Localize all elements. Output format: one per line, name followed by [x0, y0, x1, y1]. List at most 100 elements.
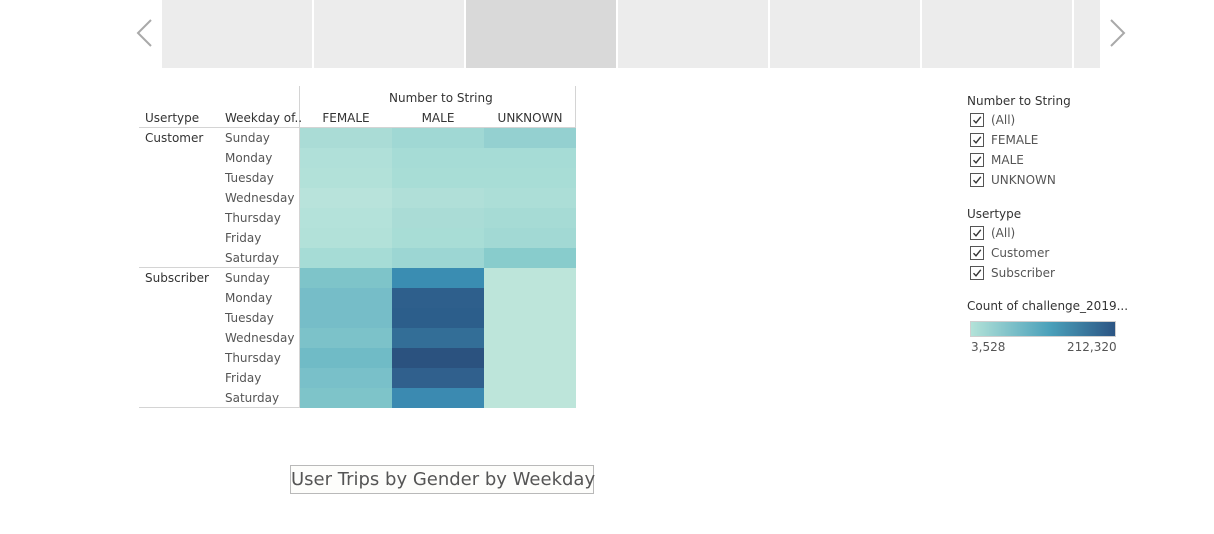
column-header-female[interactable]: FEMALE: [322, 111, 370, 125]
checkbox-checked-icon[interactable]: [970, 246, 984, 260]
weekday-label[interactable]: Saturday: [225, 251, 280, 265]
filter-option[interactable]: MALE: [970, 153, 1024, 167]
filter-option-label: MALE: [991, 153, 1024, 167]
heatmap-cell-female[interactable]: [300, 388, 392, 408]
heatmap-cell-female[interactable]: [300, 368, 392, 388]
weekday-label[interactable]: Thursday: [225, 351, 281, 365]
heatmap-cell-female[interactable]: [300, 268, 392, 288]
heatmap-cell-female[interactable]: [300, 248, 392, 268]
checkbox-checked-icon[interactable]: [970, 266, 984, 280]
heatmap-cell-male[interactable]: [392, 308, 484, 328]
heatmap-cell-unknown[interactable]: [484, 328, 576, 348]
heatmap-cell-male[interactable]: [392, 288, 484, 308]
filter-option-label: (All): [991, 113, 1016, 127]
heatmap-cell-male[interactable]: [392, 168, 484, 188]
heatmap-cell-female[interactable]: [300, 328, 392, 348]
weekday-label[interactable]: Tuesday: [225, 171, 274, 185]
heatmap-cell-female[interactable]: [300, 148, 392, 168]
heatmap-cell-female[interactable]: [300, 208, 392, 228]
checkbox-checked-icon[interactable]: [970, 113, 984, 127]
heatmap-cell-male[interactable]: [392, 188, 484, 208]
row-header-divider: [299, 86, 300, 408]
weekday-label[interactable]: Sunday: [225, 271, 270, 285]
story-point-thumbnail[interactable]: [618, 0, 768, 68]
heatmap-cell-unknown[interactable]: [484, 148, 576, 168]
story-point-thumbnail[interactable]: [922, 0, 1072, 68]
story-point-thumbnail[interactable]: [314, 0, 464, 68]
weekday-label[interactable]: Tuesday: [225, 311, 274, 325]
story-point-thumbnail[interactable]: [466, 0, 616, 68]
weekday-label[interactable]: Wednesday: [225, 331, 295, 345]
column-group-header: Number to String: [389, 91, 493, 105]
heatmap-cell-male[interactable]: [392, 128, 484, 148]
heatmap-cell-male[interactable]: [392, 268, 484, 288]
color-legend-max: 212,320: [1067, 340, 1117, 354]
heatmap-cell-unknown[interactable]: [484, 248, 576, 268]
filter-option[interactable]: UNKNOWN: [970, 173, 1056, 187]
heatmap-cell-male[interactable]: [392, 388, 484, 408]
filter-option[interactable]: FEMALE: [970, 133, 1038, 147]
header-divider: [139, 127, 576, 128]
filter-title-usertype: Usertype: [967, 207, 1022, 221]
filter-option[interactable]: (All): [970, 226, 1015, 240]
filter-option[interactable]: Subscriber: [970, 266, 1055, 280]
filter-option-label: Subscriber: [991, 266, 1055, 280]
checkbox-checked-icon[interactable]: [970, 133, 984, 147]
heatmap-cell-male[interactable]: [392, 328, 484, 348]
weekday-label[interactable]: Friday: [225, 371, 262, 385]
heatmap-cell-unknown[interactable]: [484, 268, 576, 288]
heatmap-cell-female[interactable]: [300, 128, 392, 148]
weekday-label[interactable]: Friday: [225, 231, 262, 245]
chevron-left-icon[interactable]: [130, 14, 160, 52]
heatmap-crosstab: Number to String Usertype Weekday of.. F…: [139, 86, 576, 408]
heatmap-cell-unknown[interactable]: [484, 168, 576, 188]
heatmap-cell-male[interactable]: [392, 148, 484, 168]
column-header-male[interactable]: MALE: [421, 111, 455, 125]
checkbox-checked-icon[interactable]: [970, 153, 984, 167]
heatmap-cell-unknown[interactable]: [484, 188, 576, 208]
heatmap-cell-unknown[interactable]: [484, 128, 576, 148]
filter-option-label: Customer: [991, 246, 1050, 260]
filter-option-label: UNKNOWN: [991, 173, 1056, 187]
checkbox-checked-icon[interactable]: [970, 226, 984, 240]
heatmap-cell-unknown[interactable]: [484, 228, 576, 248]
heatmap-cell-unknown[interactable]: [484, 348, 576, 368]
story-point-strip: [162, 0, 1100, 68]
heatmap-cell-unknown[interactable]: [484, 368, 576, 388]
weekday-label[interactable]: Wednesday: [225, 191, 295, 205]
weekday-label[interactable]: Sunday: [225, 131, 270, 145]
story-point-thumbnail[interactable]: [1074, 0, 1100, 68]
color-legend-min: 3,528: [971, 340, 1006, 354]
heatmap-cell-male[interactable]: [392, 228, 484, 248]
story-point-thumbnail[interactable]: [770, 0, 920, 68]
story-caption[interactable]: User Trips by Gender by Weekday: [290, 465, 595, 494]
heatmap-cell-female[interactable]: [300, 308, 392, 328]
weekday-label[interactable]: Thursday: [225, 211, 281, 225]
heatmap-cell-unknown[interactable]: [484, 288, 576, 308]
color-gradient-bar: [970, 321, 1116, 337]
heatmap-cell-male[interactable]: [392, 208, 484, 228]
filter-option[interactable]: Customer: [970, 246, 1049, 260]
checkbox-checked-icon[interactable]: [970, 173, 984, 187]
heatmap-cell-unknown[interactable]: [484, 308, 576, 328]
weekday-label[interactable]: Saturday: [225, 391, 280, 405]
heatmap-cell-female[interactable]: [300, 188, 392, 208]
chevron-right-icon[interactable]: [1102, 14, 1132, 52]
heatmap-cell-unknown[interactable]: [484, 208, 576, 228]
heatmap-cell-female[interactable]: [300, 168, 392, 188]
weekday-label[interactable]: Monday: [225, 291, 273, 305]
weekday-label[interactable]: Monday: [225, 151, 273, 165]
heatmap-cell-female[interactable]: [300, 348, 392, 368]
heatmap-cell-male[interactable]: [392, 368, 484, 388]
heatmap-cell-female[interactable]: [300, 228, 392, 248]
filter-option[interactable]: (All): [970, 113, 1015, 127]
column-header-unknown[interactable]: UNKNOWN: [497, 111, 563, 125]
heatmap-cell-unknown[interactable]: [484, 388, 576, 408]
story-point-thumbnail[interactable]: [162, 0, 312, 68]
heatmap-cell-female[interactable]: [300, 288, 392, 308]
heatmap-cell-male[interactable]: [392, 248, 484, 268]
usertype-subscriber[interactable]: Subscriber: [145, 271, 209, 285]
row-header-weekday[interactable]: Weekday of..: [225, 111, 303, 125]
usertype-customer[interactable]: Customer: [145, 131, 204, 145]
heatmap-cell-male[interactable]: [392, 348, 484, 368]
